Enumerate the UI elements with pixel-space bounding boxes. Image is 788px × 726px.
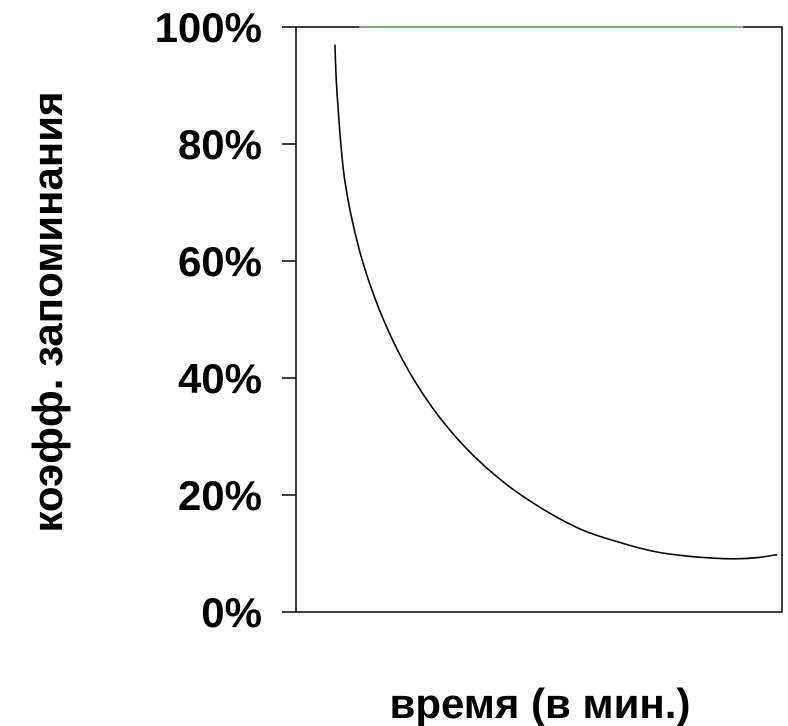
y-axis-title: коэфф. запоминания: [24, 91, 71, 532]
series-line-retention-curve: [334, 44, 778, 560]
y-axis-tick-labels: 0% 20% 40% 60% 80% 100%: [155, 4, 262, 636]
plot-frame: [295, 26, 783, 613]
y-axis-ticks: [282, 26, 296, 613]
y-tick-label: 20%: [178, 472, 262, 519]
y-tick-label: 60%: [178, 238, 262, 285]
x-axis-title: время (в мин.): [390, 680, 691, 726]
y-tick-label: 100%: [155, 4, 262, 51]
y-tick-label: 40%: [178, 355, 262, 402]
plot-area-border: [295, 26, 783, 613]
y-tick-label: 0%: [201, 589, 262, 636]
y-tick-label: 80%: [178, 121, 262, 168]
series-layer: [334, 26, 778, 560]
